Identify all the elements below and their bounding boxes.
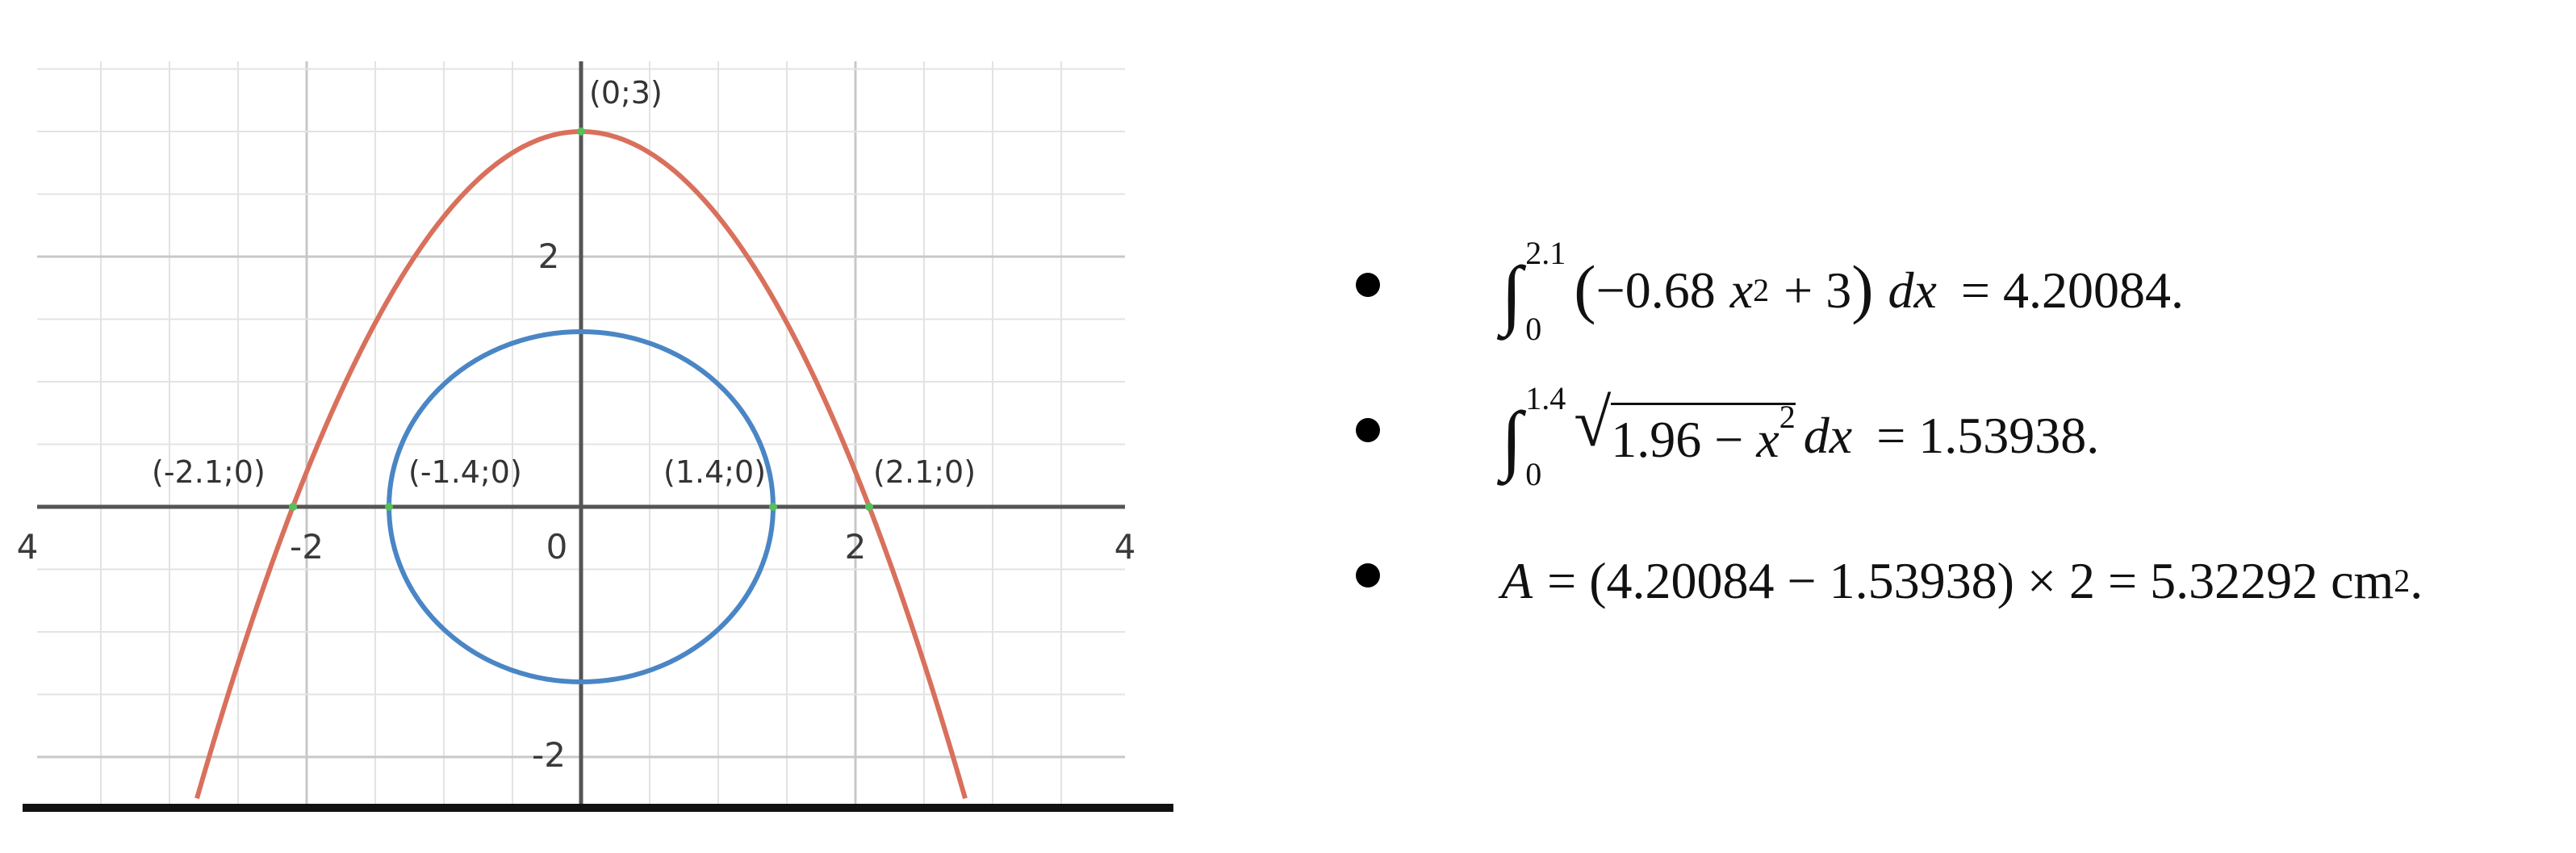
lower-limit: 0 (1525, 311, 1542, 347)
close-paren: ) (1851, 252, 1874, 325)
square-root: √ 1.96 − x2 (1574, 389, 1796, 470)
bullet-icon (1356, 273, 1380, 297)
axes (23, 61, 1173, 812)
y-tick-neg2: -2 (532, 735, 566, 775)
period: . (2410, 552, 2423, 609)
x-tick-neg2: -2 (290, 527, 324, 567)
exponent: 2 (1779, 398, 1796, 435)
differential-x: x (1913, 261, 1937, 319)
differential-x: x (1829, 407, 1853, 464)
differential-d: d (1888, 261, 1914, 319)
formula-item-area: A = (4.20084 − 1.53938) × 2 = 5.32292 cm… (1356, 533, 2566, 678)
integral-sign: ∫ (1501, 250, 1523, 337)
area-formula: A = (4.20084 − 1.53938) × 2 = 5.32292 cm… (1501, 552, 2423, 609)
point-marker (769, 503, 777, 511)
x-tick-2: 2 (845, 527, 867, 567)
area-expression: = (4.20084 − 1.53938) × 2 = 5.32292 cm (1547, 552, 2394, 609)
label-circle-right: (1.4;0) (663, 454, 766, 490)
point-marker (385, 503, 393, 511)
differential-d: d (1803, 407, 1830, 464)
x-tick-0: 0 (546, 527, 568, 567)
bullet-icon (1356, 418, 1380, 442)
integral-sign: ∫ (1501, 395, 1523, 482)
point-marker (865, 503, 873, 511)
area-variable: A (1501, 552, 1533, 609)
open-paren: ( (1574, 252, 1596, 325)
integral-result: = 1.53938. (1876, 407, 2100, 464)
integral-result: = 4.20084. (1960, 261, 2185, 319)
y-tick-2: 2 (538, 236, 560, 276)
coefficient: −0.68 (1595, 261, 1716, 319)
point-marker (289, 503, 297, 511)
x-tick-neg4: 4 (17, 527, 39, 567)
lower-limit: 0 (1525, 456, 1542, 492)
bullet-icon (1356, 563, 1380, 587)
upper-limit: 1.4 (1525, 380, 1566, 416)
label-vertex: (0;3) (589, 75, 663, 111)
label-parabola-left: (-2.1;0) (152, 454, 266, 490)
upper-limit: 2.1 (1525, 235, 1566, 271)
x-tick-4: 4 (1114, 527, 1136, 567)
variable-x: x (1729, 261, 1754, 319)
graph-figure: 4 -2 0 2 4 2 -2 (0;3) (-2.1;0) (-1.4;0) … (17, 61, 1173, 812)
radical-icon: √ (1574, 385, 1612, 461)
base-bar (23, 804, 1173, 812)
radicand: 1.96 − (1611, 410, 1757, 468)
label-circle-left: (-1.4;0) (408, 454, 522, 490)
variable-x: x (1756, 410, 1779, 468)
label-parabola-right: (2.1;0) (873, 454, 976, 490)
point-markers (289, 128, 873, 511)
point-marker (577, 128, 585, 136)
constant-term: + 3 (1784, 261, 1852, 319)
